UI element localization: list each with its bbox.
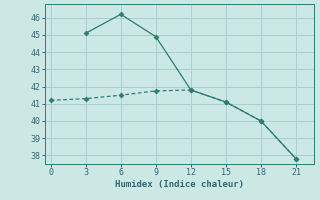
X-axis label: Humidex (Indice chaleur): Humidex (Indice chaleur) <box>115 180 244 189</box>
